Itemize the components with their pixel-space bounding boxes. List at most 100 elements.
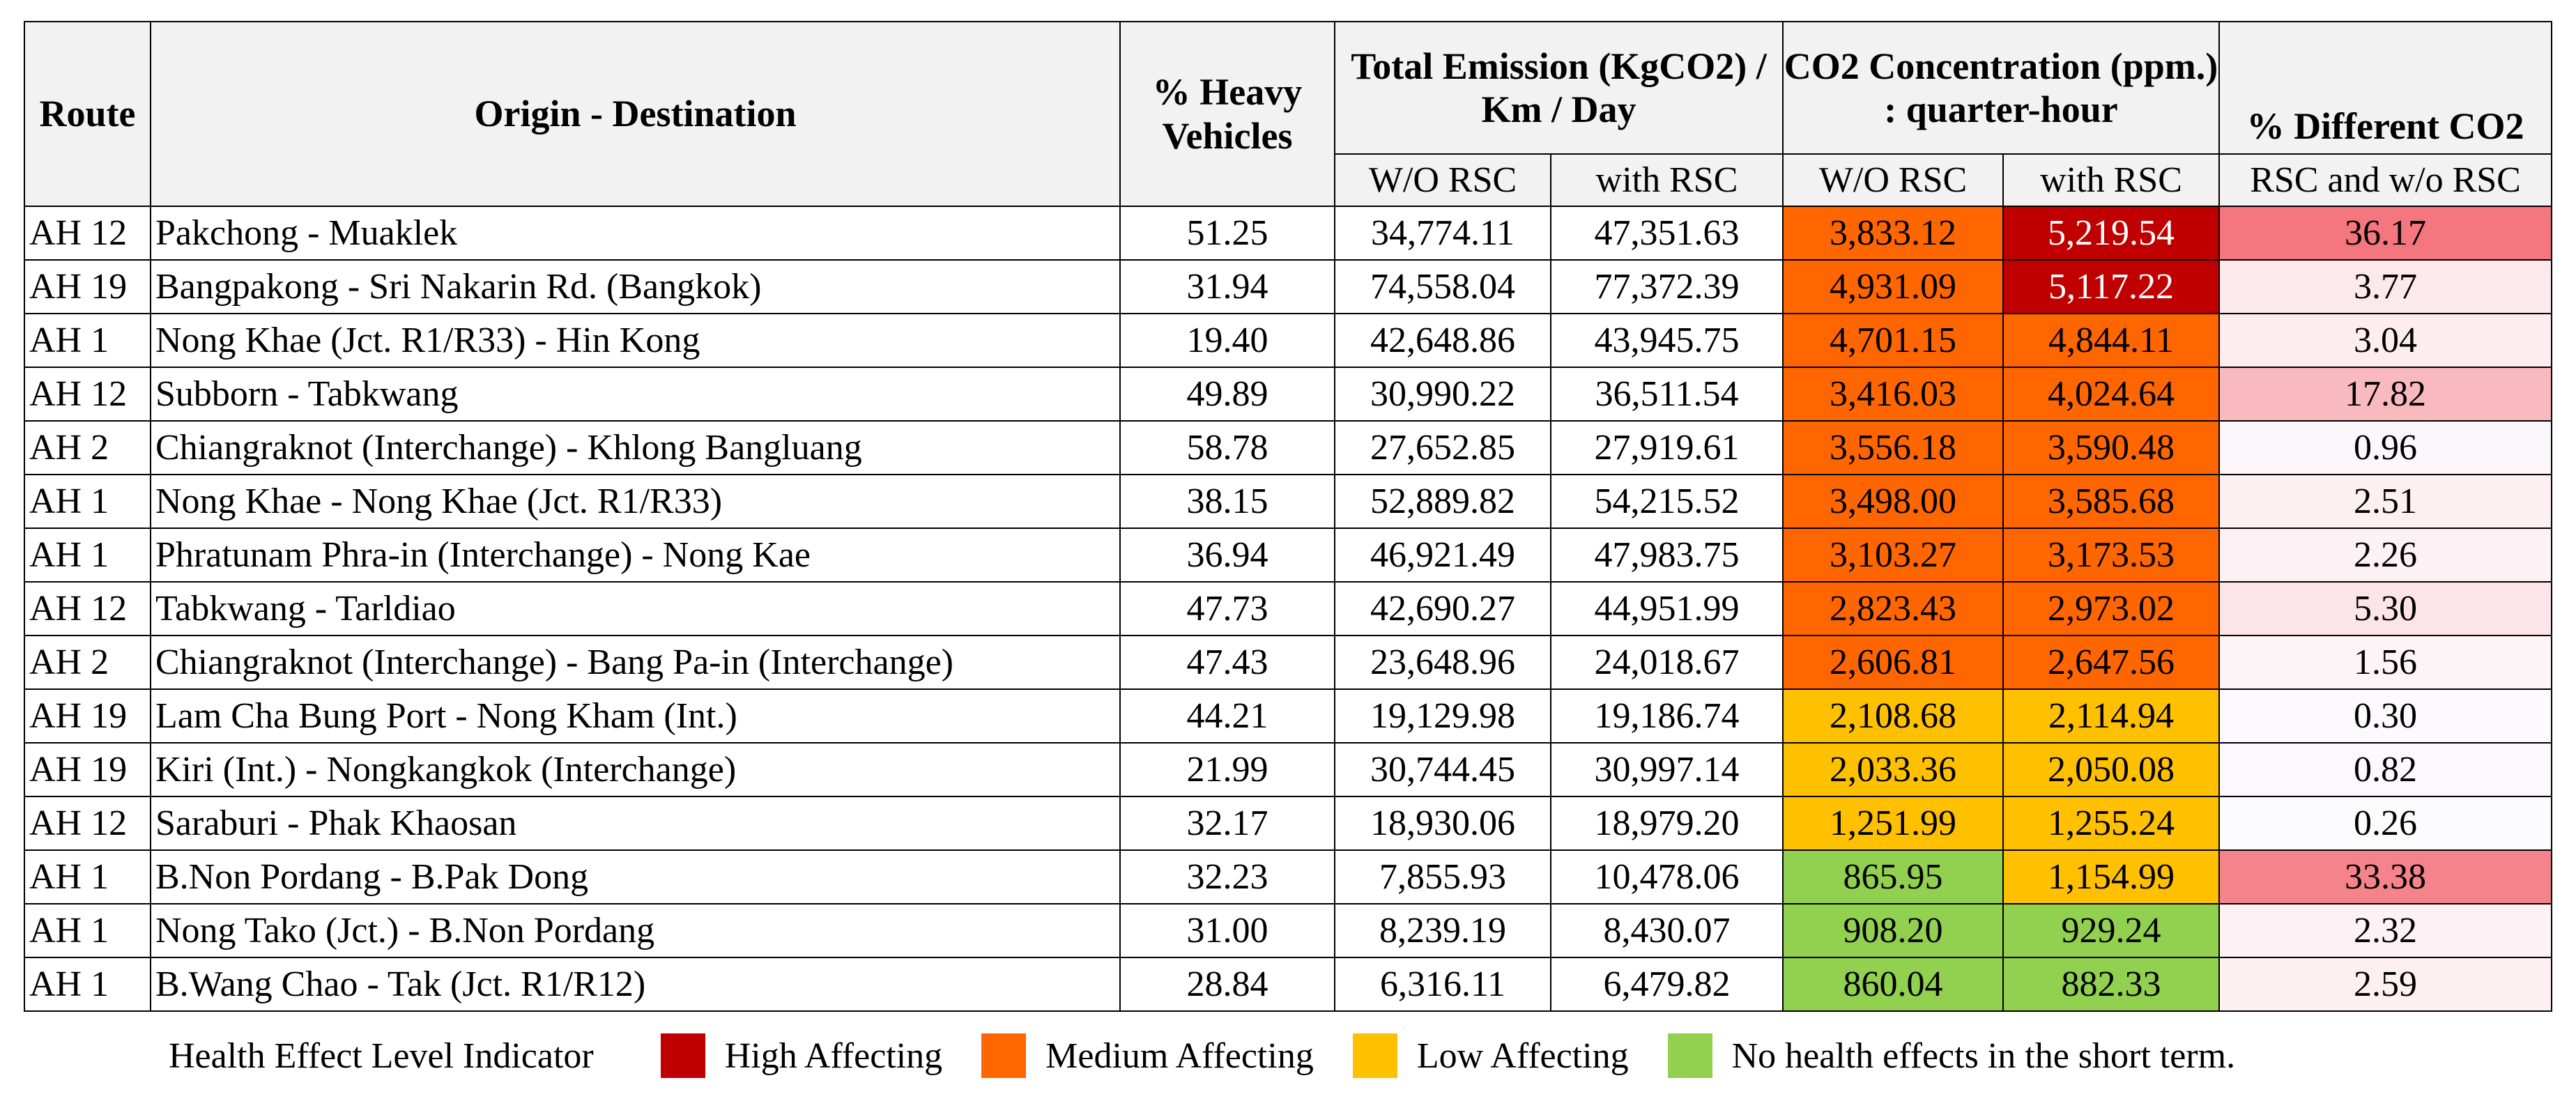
cell-route: AH 12: [24, 796, 151, 851]
subheader-emission-with-rsc: with RSC: [1549, 153, 1784, 207]
cell-emission-with-rsc: 6,479.82: [1549, 957, 1784, 1012]
cell-co2-wo-rsc: 2,823.43: [1782, 581, 2004, 636]
cell-co2-with-rsc: 4,844.11: [2002, 313, 2221, 368]
table-row: AH 1 B.Non Pordang - B.Pak Dong 32.23 7,855…: [24, 849, 2553, 904]
cell-heavy-vehicles: 32.17: [1119, 796, 1335, 851]
cell-heavy-vehicles: 47.73: [1119, 581, 1335, 636]
cell-origin-destination: Nong Tako (Jct.) - B.Non Pordang: [150, 903, 1121, 958]
cell-co2-with-rsc: 2,050.08: [2002, 742, 2221, 797]
cell-heavy-vehicles: 21.99: [1119, 742, 1335, 797]
table-row: AH 1 Phratunam Phra-in (Interchange) - No…: [24, 528, 2553, 583]
table-row: AH 19 Kiri (Int.) - Nongkangkok (Intercha…: [24, 742, 2553, 797]
cell-co2-with-rsc: 5,117.22: [2002, 259, 2221, 314]
cell-emission-wo-rsc: 7,855.93: [1334, 849, 1551, 904]
cell-route: AH 1: [24, 313, 151, 368]
table-row: AH 19 Bangpakong - Sri Nakarin Rd. (Bangk…: [24, 259, 2553, 314]
cell-co2-with-rsc: 2,114.94: [2002, 688, 2221, 744]
cell-emission-with-rsc: 44,951.99: [1549, 581, 1784, 636]
cell-route: AH 19: [24, 742, 151, 797]
cell-co2-with-rsc: 4,024.64: [2002, 367, 2221, 422]
subheader-emission-wo-rsc: W/O RSC: [1334, 153, 1551, 207]
header-heavy-vehicles: % Heavy Vehicles: [1119, 21, 1335, 207]
table-row: AH 12 Tabkwang - Tarldiao 47.73 42,690.27 44…: [24, 581, 2553, 636]
cell-co2-wo-rsc: 2,108.68: [1782, 688, 2004, 744]
cell-heavy-vehicles: 38.15: [1119, 474, 1335, 529]
legend-item-low: Low Affecting: [1352, 1033, 1629, 1078]
cell-co2-wo-rsc: 3,498.00: [1782, 474, 2004, 529]
legend-text-medium: Medium Affecting: [1045, 1035, 1314, 1076]
cell-co2-wo-rsc: 3,103.27: [1782, 528, 2004, 583]
cell-route: AH 19: [24, 688, 151, 744]
cell-origin-destination: Chiangraknot (Interchange) - Bang Pa-in …: [150, 635, 1121, 690]
cell-heavy-vehicles: 36.94: [1119, 528, 1335, 583]
table-row: AH 12 Saraburi - Phak Khaosan 32.17 18,930.…: [24, 796, 2553, 851]
cell-origin-destination: Nong Khae (Jct. R1/R33) - Hin Kong: [150, 313, 1121, 368]
cell-heavy-vehicles: 31.00: [1119, 903, 1335, 958]
cell-origin-destination: Subborn - Tabkwang: [150, 367, 1121, 422]
cell-heavy-vehicles: 51.25: [1119, 206, 1335, 261]
cell-co2-with-rsc: 3,590.48: [2002, 420, 2221, 475]
cell-emission-with-rsc: 47,983.75: [1549, 528, 1784, 583]
cell-origin-destination: B.Wang Chao - Tak (Jct. R1/R12): [150, 957, 1121, 1012]
cell-emission-wo-rsc: 74,558.04: [1334, 259, 1551, 314]
cell-route: AH 1: [24, 849, 151, 904]
cell-co2-with-rsc: 1,154.99: [2002, 849, 2221, 904]
cell-origin-destination: Bangpakong - Sri Nakarin Rd. (Bangkok): [150, 259, 1121, 314]
cell-co2-wo-rsc: 865.95: [1782, 849, 2004, 904]
cell-diff-co2: 0.30: [2218, 688, 2553, 744]
cell-emission-with-rsc: 54,215.52: [1549, 474, 1784, 529]
cell-emission-with-rsc: 77,372.39: [1549, 259, 1784, 314]
cell-co2-wo-rsc: 2,033.36: [1782, 742, 2004, 797]
cell-diff-co2: 17.82: [2218, 367, 2553, 422]
cell-co2-with-rsc: 2,647.56: [2002, 635, 2221, 690]
table-row: AH 2 Chiangraknot (Interchange) - Khlong …: [24, 420, 2553, 475]
legend-swatch-high: [660, 1033, 705, 1078]
cell-route: AH 12: [24, 581, 151, 636]
table-row: AH 1 Nong Khae - Nong Khae (Jct. R1/R33) 3…: [24, 474, 2553, 529]
legend-swatch-medium: [981, 1033, 1027, 1078]
legend-text-low: Low Affecting: [1416, 1035, 1629, 1076]
cell-co2-with-rsc: 2,973.02: [2002, 581, 2221, 636]
subheader-diff-rsc: RSC and w/o RSC: [2218, 153, 2553, 207]
cell-heavy-vehicles: 44.21: [1119, 688, 1335, 744]
cell-co2-wo-rsc: 4,701.15: [1782, 313, 2004, 368]
cell-emission-wo-rsc: 8,239.19: [1334, 903, 1551, 958]
cell-co2-with-rsc: 3,585.68: [2002, 474, 2221, 529]
cell-co2-wo-rsc: 860.04: [1782, 957, 2004, 1012]
cell-emission-wo-rsc: 42,648.86: [1334, 313, 1551, 368]
emission-table: Route Origin - Destination % Heavy Vehic…: [24, 21, 2553, 1012]
cell-heavy-vehicles: 58.78: [1119, 420, 1335, 475]
legend-swatch-none: [1667, 1033, 1712, 1078]
cell-route: AH 1: [24, 474, 151, 529]
cell-emission-with-rsc: 8,430.07: [1549, 903, 1784, 958]
table-row: AH 12 Subborn - Tabkwang 49.89 30,990.22 36,…: [24, 367, 2553, 422]
cell-origin-destination: Pakchong - Muaklek: [150, 206, 1121, 261]
cell-emission-wo-rsc: 46,921.49: [1334, 528, 1551, 583]
header-route: Route: [24, 21, 151, 207]
cell-heavy-vehicles: 19.40: [1119, 313, 1335, 368]
table-row: AH 19 Lam Cha Bung Port - Nong Kham (Int.…: [24, 688, 2553, 744]
cell-origin-destination: Tabkwang - Tarldiao: [150, 581, 1121, 636]
cell-emission-with-rsc: 19,186.74: [1549, 688, 1784, 744]
cell-diff-co2: 0.26: [2218, 796, 2553, 851]
cell-origin-destination: Chiangraknot (Interchange) - Khlong Bang…: [150, 420, 1121, 475]
cell-route: AH 1: [24, 528, 151, 583]
legend-text-high: High Affecting: [724, 1035, 943, 1076]
cell-emission-wo-rsc: 42,690.27: [1334, 581, 1551, 636]
cell-heavy-vehicles: 31.94: [1119, 259, 1335, 314]
cell-co2-wo-rsc: 3,833.12: [1782, 206, 2004, 261]
cell-diff-co2: 3.04: [2218, 313, 2553, 368]
cell-co2-with-rsc: 882.33: [2002, 957, 2221, 1012]
cell-route: AH 19: [24, 259, 151, 314]
table-row: AH 1 B.Wang Chao - Tak (Jct. R1/R12) 28.84…: [24, 957, 2553, 1012]
cell-co2-with-rsc: 929.24: [2002, 903, 2221, 958]
header-co2-concentration: CO2 Concentration (ppm.) : quarter-hour: [1782, 21, 2221, 155]
cell-diff-co2: 0.96: [2218, 420, 2553, 475]
cell-origin-destination: Saraburi - Phak Khaosan: [150, 796, 1121, 851]
cell-route: AH 2: [24, 635, 151, 690]
cell-origin-destination: B.Non Pordang - B.Pak Dong: [150, 849, 1121, 904]
cell-diff-co2: 33.38: [2218, 849, 2553, 904]
cell-diff-co2: 5.30: [2218, 581, 2553, 636]
cell-route: AH 12: [24, 367, 151, 422]
cell-co2-wo-rsc: 2,606.81: [1782, 635, 2004, 690]
